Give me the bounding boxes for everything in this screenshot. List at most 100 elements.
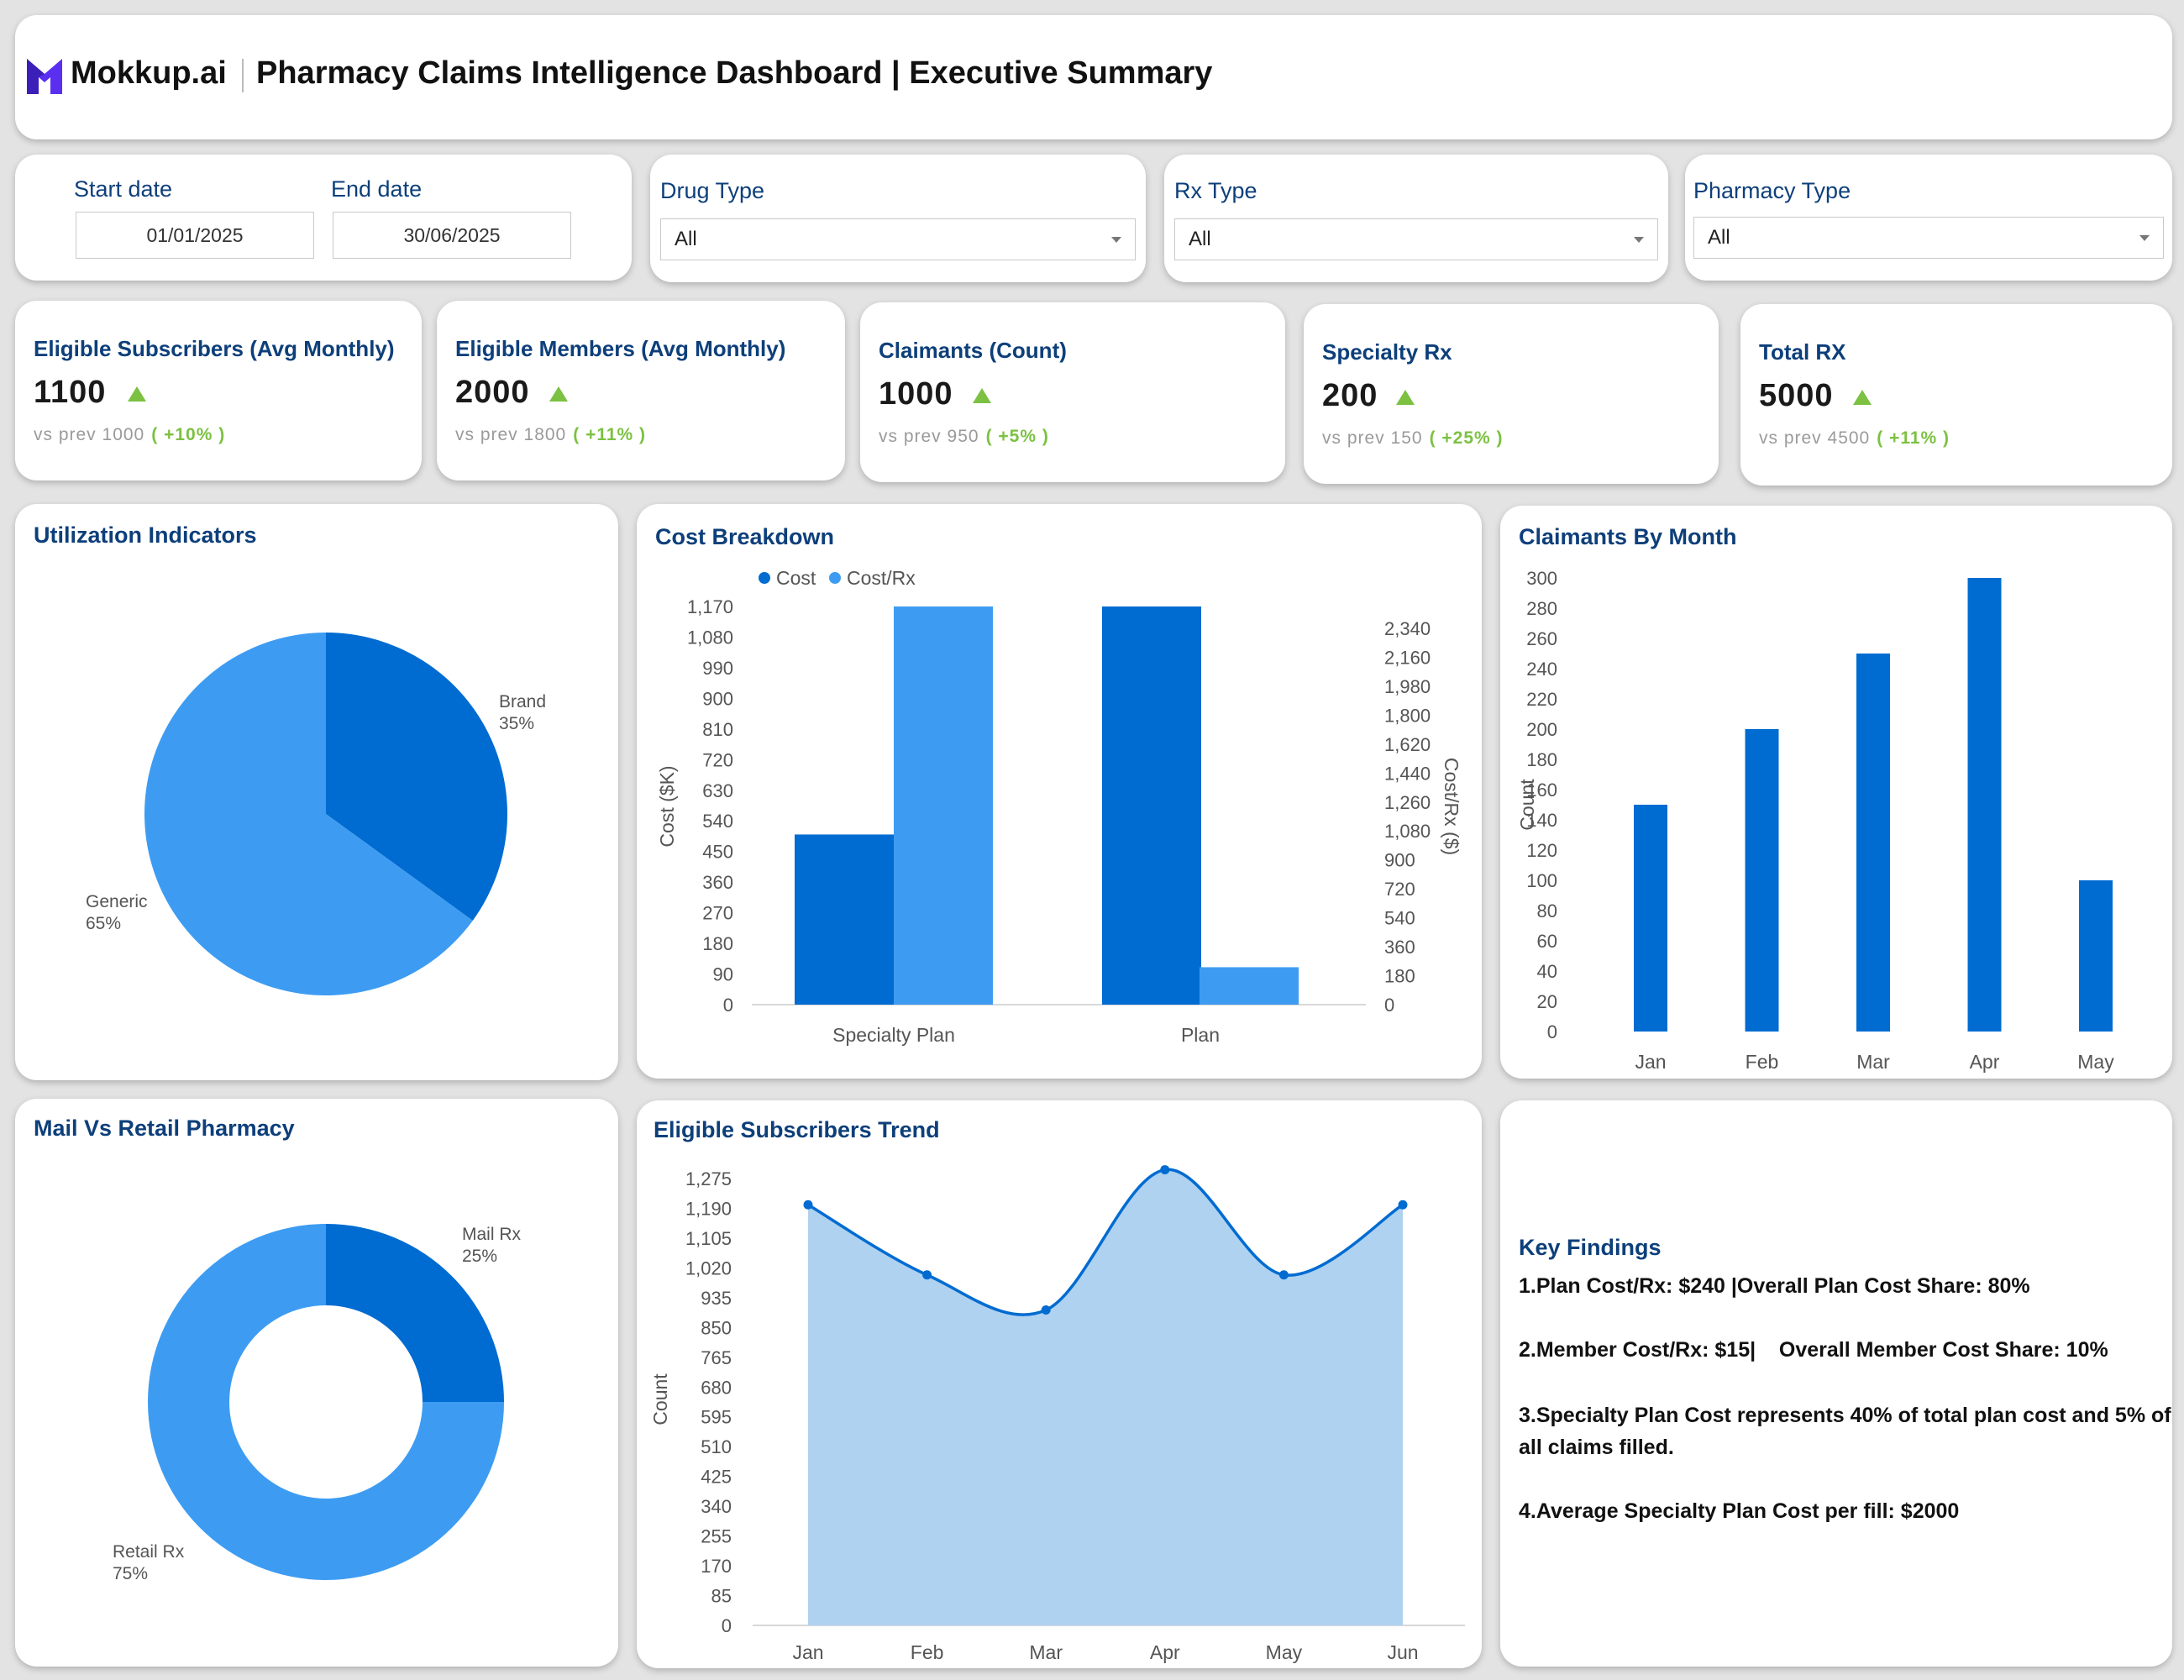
end-date-input[interactable]: 30/06/2025: [333, 212, 571, 259]
kpi-title: Specialty Rx: [1322, 339, 1452, 365]
y2-tick-label: 1,440: [1384, 763, 1431, 784]
y2-tick-label: 1,620: [1384, 734, 1431, 755]
y2-tick-label: 540: [1384, 908, 1415, 929]
claimants-by-month-card: Claimants By Month 0 20 40 60 80 100 120 140 160…: [1500, 506, 2172, 1079]
x-tick-label: Mar: [1029, 1641, 1063, 1663]
y-tick-label: 300: [1526, 568, 1557, 589]
kpi-comparison: vs prev 1000( +10% ): [34, 425, 226, 444]
kpi-comparison: vs prev 150( +25% ): [1322, 428, 1504, 448]
y-tick-label: 100: [1526, 870, 1557, 891]
finding-item: 3.Specialty Plan Cost represents 40% of …: [1519, 1404, 2171, 1459]
mail-vs-retail-donut-chart: Mail Rx 25% Retail Rx 75%: [113, 1224, 522, 1583]
y2-tick-label: 2,340: [1384, 618, 1431, 639]
key-findings-card: Key Findings 1.Plan Cost/Rx: $240 |Overa…: [1500, 1100, 2172, 1667]
bar-cost: [795, 834, 894, 1005]
y-tick-label: 1,020: [685, 1257, 732, 1278]
bar-claimants: [1967, 578, 2002, 1032]
x-tick-label: Mar: [1856, 1051, 1890, 1073]
finding-item: 1.Plan Cost/Rx: $240 |Overall Plan Cost …: [1519, 1274, 2030, 1298]
trend-point: [1278, 1270, 1289, 1280]
rx-type-label: Rx Type: [1174, 178, 1257, 203]
slice-percent: 65%: [86, 914, 121, 933]
y-tick-label: 990: [702, 658, 733, 679]
x-tick-label: Apr: [1150, 1641, 1180, 1663]
y2-tick-label: 1,980: [1384, 676, 1431, 697]
y-tick-label: 425: [701, 1467, 732, 1488]
y-tick-label: 765: [701, 1347, 732, 1368]
y-tick-label: 85: [711, 1586, 732, 1607]
pharmacy-type-label: Pharmacy Type: [1693, 178, 1851, 203]
trend-up-icon: [1853, 390, 1872, 405]
mail-vs-retail-card: Mail Vs Retail Pharmacy Mail Rx 25% Retail…: [15, 1099, 618, 1667]
y-tick-label: 255: [701, 1526, 732, 1547]
slice-percent: 25%: [462, 1247, 497, 1266]
y-tick-label: 1,105: [685, 1228, 732, 1249]
trend-point: [1398, 1200, 1408, 1210]
y2-tick-label: 900: [1384, 850, 1415, 871]
y-tick-label: 595: [701, 1407, 732, 1428]
y2-tick-label: 1,800: [1384, 705, 1431, 726]
y-axis-label: Count: [1516, 779, 1538, 831]
y-tick-label: 0: [1547, 1021, 1557, 1042]
bar-claimants: [1856, 654, 1890, 1032]
y-axis-label: Cost ($K): [656, 765, 678, 847]
kpi-change-percent: ( +11% ): [1877, 428, 1950, 448]
chevron-down-icon: [1634, 237, 1644, 243]
kpi-card: Claimants (Count) 1000 vs prev 950( +5% …: [860, 302, 1285, 482]
y-axis-label: Count: [649, 1373, 671, 1425]
start-date-input[interactable]: 01/01/2025: [76, 212, 314, 259]
y-tick-label: 680: [701, 1377, 732, 1398]
bar-claimants: [1634, 805, 1667, 1032]
chart-title: Claimants By Month: [1519, 524, 1737, 549]
y-tick-label: 850: [701, 1317, 732, 1338]
y-tick-label: 170: [701, 1556, 732, 1577]
trend-point: [803, 1200, 813, 1210]
kpi-value: 200: [1322, 378, 1378, 413]
y-tick-label: 200: [1526, 719, 1557, 740]
pie-slice-retail-rx: [148, 1224, 504, 1580]
slice-label: Retail Rx: [113, 1542, 185, 1562]
y-tick-label: 540: [702, 811, 733, 832]
pie-slice-mail-rx: [326, 1224, 504, 1402]
chart-title: Cost Breakdown: [655, 524, 835, 549]
kpi-card: Total RX 5000 vs prev 4500( +11% ): [1740, 304, 2172, 486]
y-tick-label: 80: [1537, 900, 1557, 921]
pharmacy-type-value: All: [1708, 226, 1730, 249]
pharmacy-type-select[interactable]: All: [1693, 217, 2164, 259]
x-tick-label: Specialty Plan: [832, 1024, 955, 1046]
y-tick-label: 360: [702, 872, 733, 893]
bar-cost-rx: [1200, 967, 1299, 1005]
utilization-card: Utilization Indicators Brand 35% Generic 65…: [15, 504, 618, 1080]
chart-title: Eligible Subscribers Trend: [654, 1117, 940, 1142]
chart-title: Mail Vs Retail Pharmacy: [34, 1116, 295, 1141]
kpi-title: Eligible Members (Avg Monthly): [455, 336, 786, 361]
y2-tick-label: 180: [1384, 966, 1415, 987]
slice-percent: 75%: [113, 1564, 148, 1583]
rx-type-select[interactable]: All: [1174, 218, 1658, 260]
y-tick-label: 270: [702, 903, 733, 924]
y-tick-label: 1,190: [685, 1198, 732, 1219]
y-tick-label: 1,275: [685, 1168, 732, 1189]
subscribers-trend-area-chart: 0 85 170 255 340 425 510 595 680 765 850 935 1,020 1,…: [649, 1165, 1465, 1663]
pie-slice-brand: [326, 633, 508, 921]
y2-tick-label: 1,260: [1384, 792, 1431, 813]
y-tick-label: 900: [702, 688, 733, 709]
pie-slice-generic: [144, 632, 473, 995]
kpi-value: 5000: [1759, 378, 1834, 413]
trend-up-icon: [128, 386, 146, 402]
trend-point: [1160, 1165, 1170, 1175]
y-tick-label: 510: [701, 1436, 732, 1457]
legend-swatch-cost: [759, 572, 770, 584]
kpi-change-percent: ( +10% ): [151, 425, 226, 444]
y-tick-label: 240: [1526, 659, 1557, 680]
page-title: Pharmacy Claims Intelligence Dashboard |…: [256, 55, 1213, 91]
kpi-value: 1000: [879, 376, 953, 412]
finding-item: 4.Average Specialty Plan Cost per fill: …: [1519, 1499, 1960, 1523]
y-tick-label: 160: [1526, 780, 1557, 801]
y-tick-label: 450: [702, 842, 733, 863]
x-tick-label: Jan: [1635, 1051, 1666, 1073]
y-tick-label: 1,170: [687, 596, 733, 617]
kpi-comparison: vs prev 4500( +11% ): [1759, 428, 1950, 448]
y-tick-label: 20: [1537, 991, 1557, 1012]
drug-type-select[interactable]: All: [660, 218, 1136, 260]
